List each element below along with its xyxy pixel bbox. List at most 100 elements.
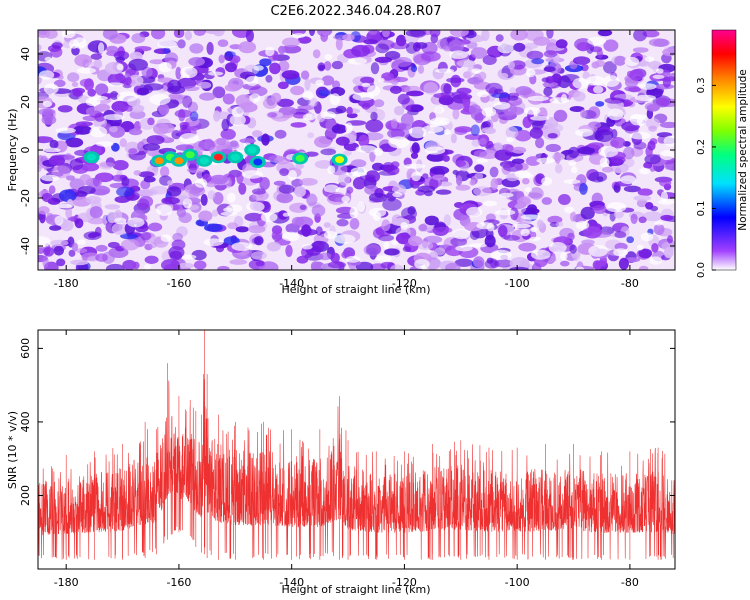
heatmap-texture-gap: [568, 159, 577, 167]
heatmap-texture-blob: [624, 85, 642, 92]
heatmap-texture-gap: [89, 126, 108, 138]
heatmap-texture-gap: [644, 56, 655, 62]
heatmap-texture-blob: [663, 247, 674, 259]
heatmap-texture-blob: [142, 143, 161, 151]
heatmap-texture-blob: [48, 185, 56, 195]
heatmap-texture-blob: [541, 77, 550, 83]
heatmap-texture-blob: [250, 251, 267, 260]
heatmap-texture-blob: [510, 30, 528, 41]
heatmap-texture-blob: [529, 127, 543, 139]
heatmap-texture-blob: [133, 170, 142, 176]
heatmap-texture-gap: [636, 244, 644, 251]
heatmap-hotspot: [87, 153, 97, 161]
heatmap-texture-gap: [114, 217, 127, 225]
heatmap-texture-blob: [323, 222, 331, 228]
heatmap-texture-blob: [545, 117, 559, 129]
heatmap-texture-blob: [543, 50, 558, 58]
snr-frame: [37, 329, 676, 570]
heatmap-texture-blob: [450, 133, 457, 144]
heatmap-texture-blob: [509, 87, 516, 94]
heatmap-texture-blob: [330, 163, 348, 176]
heatmap-texture-blob: [513, 42, 526, 52]
x-tick-label: -160: [166, 277, 191, 290]
heatmap-texture-blob: [489, 166, 499, 178]
heatmap-texture-blob: [128, 128, 143, 136]
x-tick-label: -180: [54, 576, 79, 589]
heatmap-texture-gap: [449, 50, 468, 59]
heatmap-texture-blob: [166, 186, 182, 197]
heatmap-texture-gap: [249, 93, 261, 103]
heatmap-texture-blob: [511, 158, 525, 164]
heatmap-cells: [38, 30, 675, 270]
heatmap-texture-blob: [73, 125, 92, 135]
heatmap-texture-gap: [476, 222, 494, 230]
y-tick-label: 0: [19, 147, 32, 154]
heatmap-texture-blob: [526, 50, 544, 60]
heatmap-texture-blob: [569, 244, 577, 254]
heatmap-texture-blob: [429, 165, 450, 175]
heatmap-texture-blob: [390, 85, 402, 94]
heatmap-texture-blob: [614, 242, 628, 251]
heatmap-texture-blob: [149, 242, 157, 249]
heatmap-texture-blob: [193, 30, 206, 36]
heatmap-texture-blob: [320, 148, 337, 156]
heatmap-texture-blob: [525, 30, 544, 41]
heatmap-texture-blob: [352, 177, 366, 190]
heatmap-texture-blob: [207, 190, 216, 200]
heatmap-texture-blob: [72, 89, 83, 97]
heatmap-texture-blob: [122, 259, 137, 270]
heatmap-texture-blob: [415, 42, 428, 49]
heatmap-texture-blob: [481, 30, 490, 42]
heatmap-texture-blob: [411, 142, 420, 154]
heatmap-texture-blob: [509, 257, 530, 270]
heatmap-texture-blob: [281, 70, 300, 80]
heatmap-texture-blob: [335, 37, 343, 51]
heatmap-texture-blob: [656, 132, 673, 138]
heatmap-texture-blob: [153, 122, 169, 135]
heatmap-texture-blob: [189, 185, 206, 196]
heatmap-texture-gap: [158, 61, 172, 73]
heatmap-texture-blob: [547, 133, 558, 139]
heatmap-texture-blob: [351, 44, 371, 57]
heatmap-texture-gap: [414, 258, 430, 270]
heatmap-texture-blob: [594, 59, 606, 68]
snr-x-axis-label: Height of straight line (km): [281, 583, 430, 596]
heatmap-texture-blob: [596, 176, 604, 182]
heatmap-texture-gap: [524, 107, 541, 115]
heatmap-texture-blob: [281, 44, 302, 54]
heatmap-texture-gap: [315, 79, 325, 86]
heatmap-texture-blob: [653, 38, 670, 48]
heatmap-texture-gap: [98, 42, 105, 54]
heatmap-texture-gap: [388, 136, 410, 149]
heatmap-texture-blob: [391, 79, 399, 86]
heatmap-texture-blob: [71, 242, 78, 252]
heatmap-texture-blob: [594, 129, 614, 143]
heatmap-texture-blob: [198, 210, 213, 222]
heatmap-texture-gap: [341, 195, 351, 203]
heatmap-texture-gap: [593, 85, 604, 94]
colorbar-ticks: 0.0 0.1 0.2 0.3: [696, 77, 716, 278]
heatmap-texture-blob: [505, 126, 519, 139]
heatmap-texture-blob: [106, 45, 119, 53]
heatmap-texture-blob: [580, 109, 587, 119]
heatmap-texture-gap: [127, 217, 145, 228]
heatmap-texture-gap: [530, 249, 551, 260]
heatmap-texture-blob: [418, 224, 428, 232]
heatmap-texture-blob: [402, 246, 412, 253]
heatmap-texture-blob: [603, 61, 617, 74]
y-tick-label: 600: [19, 338, 32, 359]
heatmap-texture-blob: [193, 260, 207, 270]
heatmap-texture-gap: [411, 171, 421, 182]
colorbar-label: Normalized spectral amplitude: [737, 69, 749, 230]
heatmap-texture-gap: [536, 157, 555, 164]
heatmap-texture-blob: [518, 242, 537, 252]
heatmap-y-axis-label: Frequency (Hz): [6, 109, 19, 192]
heatmap-texture-blob: [42, 256, 49, 268]
heatmap-texture-blob: [271, 92, 282, 104]
heatmap-texture-gap: [598, 146, 619, 158]
heatmap-texture-blob: [319, 30, 333, 35]
heatmap-texture-blob: [382, 198, 402, 211]
heatmap-texture-gap: [525, 68, 536, 78]
heatmap-texture-blob: [162, 47, 171, 54]
heatmap-texture-blob: [295, 162, 304, 170]
